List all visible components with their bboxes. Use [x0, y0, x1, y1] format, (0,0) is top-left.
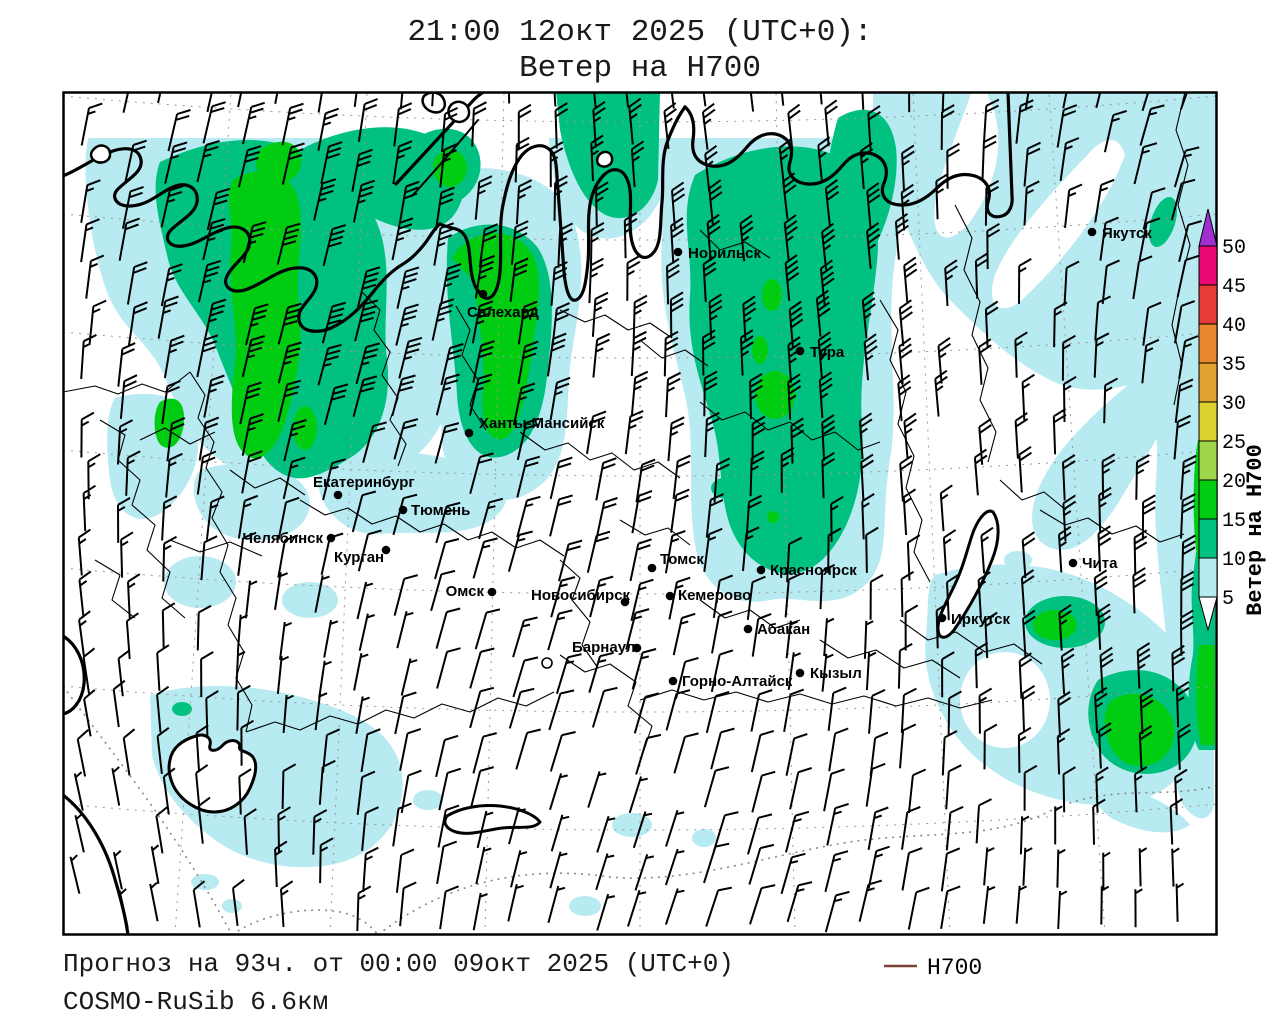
- lakes: [167, 509, 1000, 835]
- colorbar-arrow-below-min: [1198, 596, 1218, 632]
- city-marker-Тура: [795, 346, 805, 356]
- colorbar-segment-25-30: [1198, 401, 1218, 442]
- map-title-datetime: 21:00 12окт 2025 (UTC+0):: [407, 15, 872, 50]
- city-label: Якутск: [1102, 225, 1152, 242]
- colorbar-tick-label: 25: [1222, 432, 1246, 455]
- city-marker-Салехард: [478, 289, 488, 299]
- city-marker-Якутск: [1087, 227, 1097, 237]
- city-label: Тюмень: [411, 502, 470, 519]
- city-marker-Ханты-Мансийск: [464, 428, 474, 438]
- colorbar-tick-label: 40: [1222, 315, 1246, 338]
- city-marker-Томск: [647, 563, 657, 573]
- city-label: Екатеринбург: [313, 474, 415, 491]
- forecast-info-text: Прогноз на 93ч. от 00:00 09окт 2025 (UTC…: [63, 949, 734, 979]
- city-label: Барнаул: [572, 639, 635, 656]
- colorbar-tick-label: 30: [1222, 393, 1246, 416]
- lake-balkhash: [443, 804, 542, 835]
- city-label: Красноярск: [770, 562, 857, 579]
- wind-barb-field: [69, 92, 1202, 933]
- city-marker-Курган: [381, 545, 391, 555]
- city-label: Норильск: [688, 245, 761, 262]
- city-marker-Иркутск: [937, 613, 947, 623]
- city-marker-Красноярск: [756, 565, 766, 575]
- colorbar-tick-label: 35: [1222, 354, 1246, 377]
- colorbar-tick-label: 5: [1222, 588, 1234, 611]
- city-label: Салехард: [467, 304, 539, 321]
- colorbar-segment-20-25: [1198, 440, 1218, 481]
- model-info-text: COSMO-RuSib 6.6км: [63, 987, 328, 1017]
- wind-barbs: [69, 92, 1202, 933]
- city-label: Кызыл: [810, 665, 862, 682]
- map-area: Якутск Норильск Салехард Тура Ханты-Мансийск…: [63, 92, 1217, 935]
- city-label: Омск: [446, 583, 485, 600]
- city-marker-Кемерово: [665, 591, 675, 601]
- city-label: Кемерово: [678, 587, 751, 604]
- map-title-parameter: Ветер на H700: [519, 51, 761, 86]
- city-marker-Абакан: [743, 624, 753, 634]
- city-marker-Омск: [487, 587, 497, 597]
- colorbar-segment-5-10: [1198, 557, 1218, 598]
- colorbar-title: Ветер на H700: [1243, 444, 1268, 616]
- city-marker-Екатеринбург: [333, 490, 343, 500]
- city-label: Томск: [660, 551, 704, 568]
- colorbar-arrow-above-max: [1198, 208, 1218, 247]
- national-borders: [63, 685, 1217, 935]
- city-label: Челябинск: [242, 530, 323, 547]
- city-label: Чита: [1082, 555, 1118, 572]
- colorbar-segment-15-20: [1198, 479, 1218, 520]
- colorbar-tick-label: 15: [1222, 510, 1246, 533]
- city-marker-Норильск: [673, 247, 683, 257]
- colorbar-segment-35-40: [1198, 323, 1218, 364]
- speed-shading-gaps: [63, 92, 1125, 748]
- city-marker-Кызыл: [795, 668, 805, 678]
- city-label: Новосибирск: [531, 587, 631, 604]
- city-markers: Якутск Норильск Салехард Тура Ханты-Мансийск…: [242, 225, 1152, 690]
- colorbar-segment-30-35: [1198, 362, 1218, 403]
- colorbar: 5 10 15 20 25 30 35 40 45 50: [1198, 208, 1246, 632]
- city-label: Горно-Алтайск: [682, 673, 793, 690]
- city-marker-Горно-Алтайск: [668, 676, 678, 686]
- colorbar-tick-label: 10: [1222, 549, 1246, 572]
- city-marker-Барнаул: [632, 643, 642, 653]
- city-marker-Новосибирск: [620, 597, 630, 607]
- colorbar-tick-label: 20: [1222, 471, 1246, 494]
- colorbar-segment-10-15: [1198, 518, 1218, 559]
- region-borders: [63, 92, 1191, 751]
- city-label: Курган: [334, 549, 384, 566]
- colorbar-tick-label: 50: [1222, 237, 1246, 260]
- city-label: Ханты-Мансийск: [479, 415, 605, 432]
- city-label: Абакан: [757, 621, 810, 638]
- colorbar-tick-label: 45: [1222, 276, 1246, 299]
- city-marker-Челябинск: [326, 533, 336, 543]
- legend-label-h700: H700: [927, 955, 982, 981]
- colorbar-segment-45-50: [1198, 245, 1218, 286]
- city-label: Тура: [810, 344, 845, 361]
- lake-aral: [167, 733, 258, 814]
- city-marker-Тюмень: [398, 505, 408, 515]
- colorbar-segment-40-45: [1198, 284, 1218, 325]
- station-circle-marker: [541, 657, 553, 669]
- city-label: Иркутск: [951, 611, 1010, 628]
- city-marker-Чита: [1068, 558, 1078, 568]
